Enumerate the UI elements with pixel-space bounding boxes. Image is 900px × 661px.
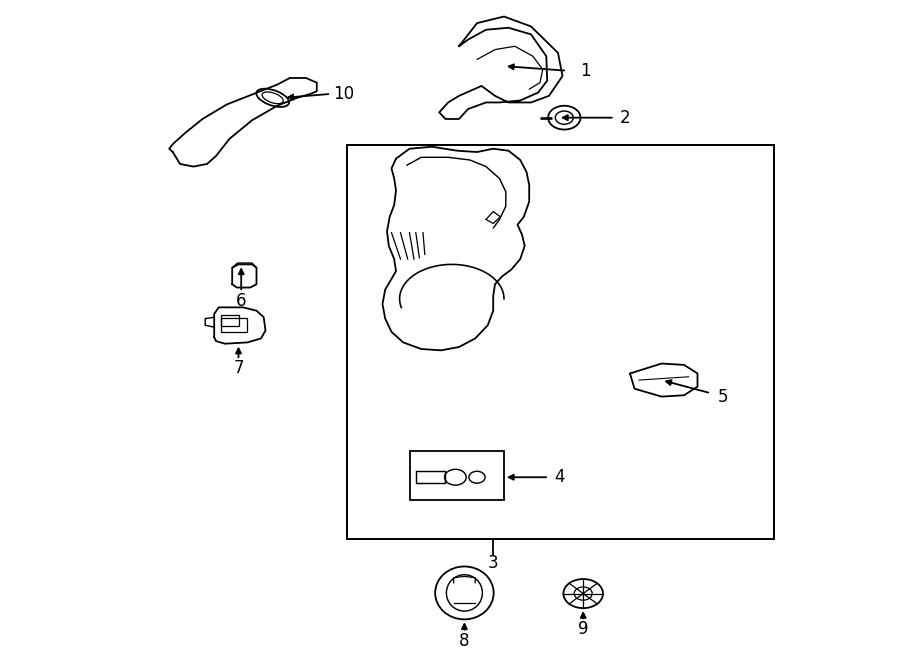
Text: 3: 3 bbox=[488, 554, 499, 572]
Text: 4: 4 bbox=[554, 468, 565, 486]
Bar bbox=[410, 451, 504, 500]
Bar bbox=[416, 471, 445, 483]
Text: 7: 7 bbox=[233, 359, 244, 377]
Bar bbox=[221, 315, 239, 326]
Text: 1: 1 bbox=[580, 61, 590, 80]
Text: 5: 5 bbox=[717, 387, 728, 406]
Text: 8: 8 bbox=[459, 632, 470, 650]
Text: 6: 6 bbox=[236, 292, 247, 310]
Text: 10: 10 bbox=[333, 85, 355, 103]
Bar bbox=[346, 145, 774, 539]
Text: 9: 9 bbox=[578, 620, 589, 639]
Bar bbox=[221, 318, 247, 332]
Text: 2: 2 bbox=[620, 108, 631, 127]
